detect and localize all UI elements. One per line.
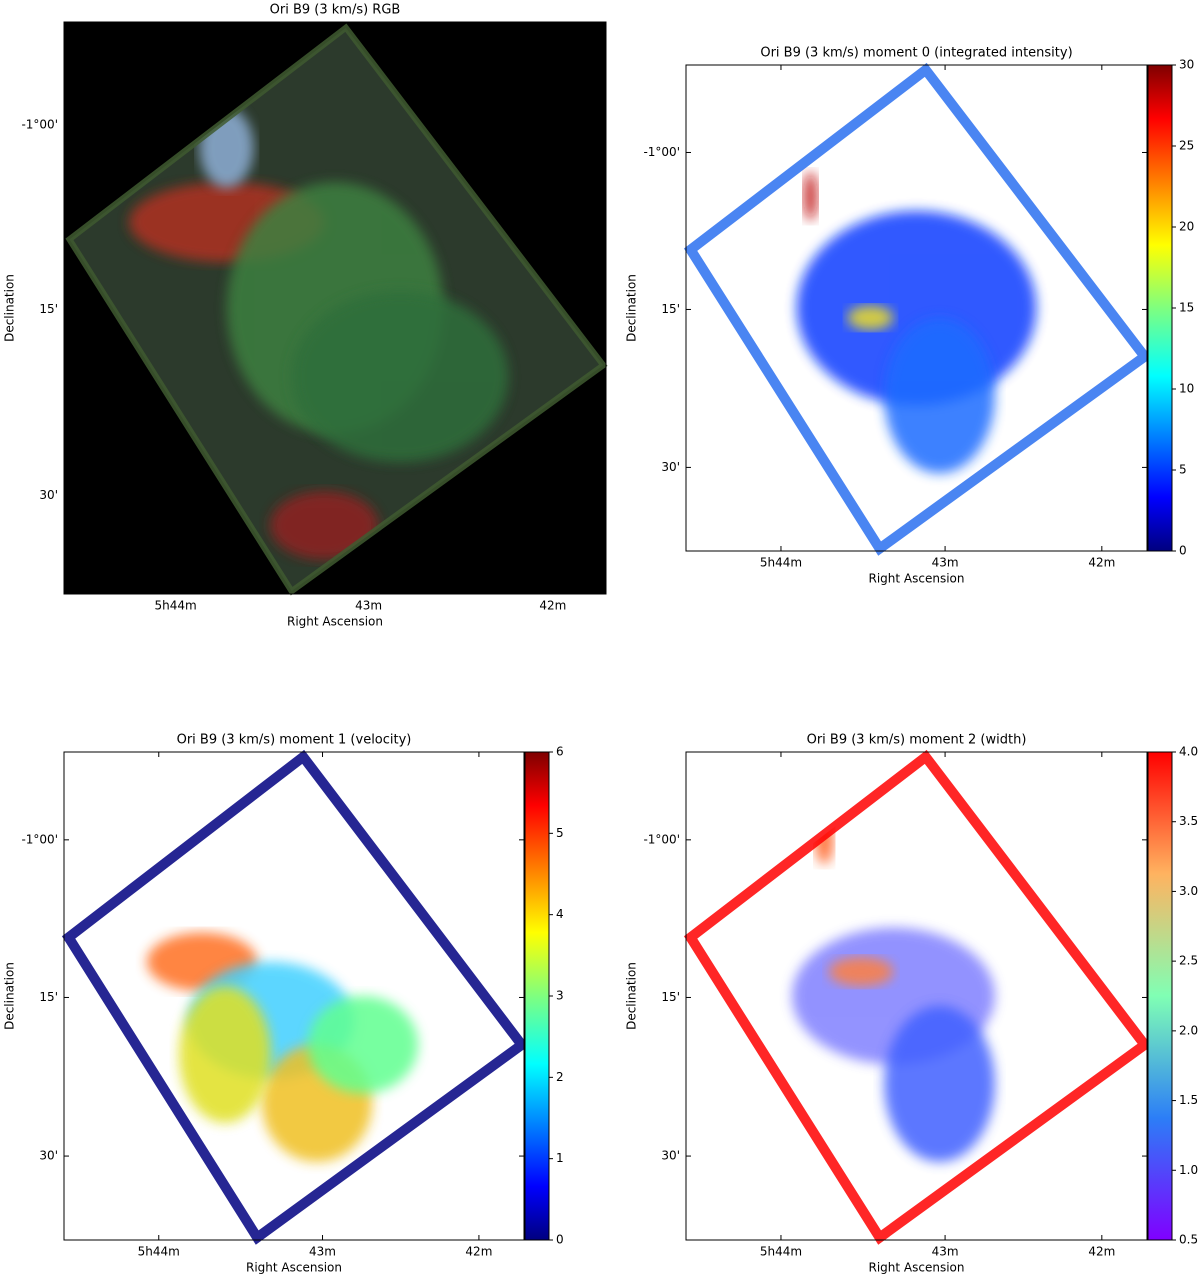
y-tick-label: -1°00' (643, 145, 680, 159)
panel: Ori B9 (3 km/s) moment 2 (width) 5h44m 43m… (625, 733, 1199, 1275)
y-tick-label: 15' (661, 990, 680, 1004)
y-tick-label: 15' (39, 302, 58, 316)
colorbar-tick-label: 15 (1179, 301, 1194, 315)
colorbar-tick-label: 25 (1179, 139, 1194, 153)
colorbar-tick-label: 5 (556, 826, 564, 840)
x-tick-label: 42m (539, 599, 566, 613)
emission (269, 491, 379, 560)
colorbar-tick-label: 10 (1179, 382, 1194, 396)
colorbar (1147, 751, 1173, 1241)
x-tick-label: 42m (1088, 1245, 1115, 1259)
map-edge (683, 749, 1152, 1245)
colorbar-tick-label: 30 (1179, 58, 1194, 72)
emission (179, 986, 271, 1123)
y-tick-label: 30' (39, 1149, 58, 1163)
emission (307, 996, 419, 1094)
x-axis-label: Right Ascension (246, 1261, 342, 1275)
chart-title: Ori B9 (3 km/s) moment 1 (velocity) (177, 733, 412, 748)
x-tick-label: 5h44m (155, 599, 197, 613)
y-tick-label: 30' (661, 1149, 680, 1163)
x-tick-label: 43m (355, 599, 382, 613)
colorbar-tick-label: 3.0 (1179, 884, 1198, 898)
emission (291, 290, 509, 463)
colorbar-tick-label: 0.5 (1179, 1233, 1198, 1247)
panel: Ori B9 (3 km/s) moment 1 (velocity) 5h44m… (3, 733, 564, 1275)
emission (847, 305, 894, 330)
emission (803, 171, 818, 221)
panel: Ori B9 (3 km/s) moment 0 (integrated int… (625, 46, 1195, 586)
map-edge (683, 62, 1152, 556)
colorbar (1147, 64, 1173, 552)
y-axis-label: Declination (625, 962, 639, 1030)
x-tick-label: 5h44m (760, 556, 802, 570)
map-edge (65, 23, 608, 596)
x-tick-label: 5h44m (138, 1245, 180, 1259)
emission (884, 317, 995, 474)
y-tick-label: -1°00' (643, 832, 680, 846)
x-axis-label: Right Ascension (869, 1261, 965, 1275)
colorbar-tick-label: 4 (556, 907, 564, 921)
y-tick-label: 30' (661, 460, 680, 474)
colorbar (524, 751, 550, 1241)
y-tick-label: 15' (39, 990, 58, 1004)
colorbar-tick-label: 3.5 (1179, 814, 1198, 828)
map-edge (61, 749, 529, 1245)
colorbar-tick-label: 3 (556, 989, 564, 1003)
x-tick-label: 5h44m (760, 1245, 802, 1259)
y-tick-label: 30' (39, 488, 58, 502)
x-tick-label: 43m (309, 1245, 336, 1259)
colorbar-tick-label: 5 (1179, 463, 1187, 477)
colorbar-tick-label: 1.5 (1179, 1093, 1198, 1107)
y-axis-label: Declination (625, 274, 639, 342)
colorbar-tick-label: 4.0 (1179, 745, 1198, 759)
axes-frame (63, 21, 607, 595)
y-axis-label: Declination (3, 274, 17, 342)
colorbar-tick-label: 1 (556, 1151, 564, 1165)
axes-frame (685, 64, 1148, 552)
emission (828, 956, 894, 987)
axes-frame (685, 751, 1148, 1241)
x-tick-label: 43m (932, 556, 959, 570)
colorbar-tick-label: 0 (556, 1233, 564, 1247)
panel: Ori B9 (3 km/s) RGB 5h44m 43m 42m -1°00' 15' 3… (3, 3, 608, 629)
chart-title: Ori B9 (3 km/s) moment 2 (width) (807, 733, 1027, 748)
x-tick-label: 43m (932, 1245, 959, 1259)
x-axis-label: Right Ascension (869, 572, 965, 586)
x-tick-label: 42m (465, 1245, 492, 1259)
axes-frame (63, 751, 525, 1241)
colorbar-tick-label: 0 (1179, 544, 1187, 558)
colorbar-tick-label: 6 (556, 745, 564, 759)
x-tick-label: 42m (1088, 556, 1115, 570)
colorbar-tick-label: 1.0 (1179, 1163, 1198, 1177)
chart-title: Ori B9 (3 km/s) RGB (270, 3, 401, 18)
emission (884, 1005, 995, 1162)
colorbar-tick-label: 2.5 (1179, 954, 1198, 968)
y-axis-label: Declination (3, 962, 17, 1030)
chart-title: Ori B9 (3 km/s) moment 0 (integrated int… (760, 46, 1072, 61)
y-tick-label: 15' (661, 302, 680, 316)
colorbar-tick-label: 2 (556, 1070, 564, 1084)
x-axis-label: Right Ascension (287, 615, 383, 629)
y-tick-label: -1°00' (21, 117, 58, 131)
colorbar-tick-label: 2.0 (1179, 1023, 1198, 1037)
colorbar-tick-label: 20 (1179, 220, 1194, 234)
y-tick-label: -1°00' (21, 832, 58, 846)
